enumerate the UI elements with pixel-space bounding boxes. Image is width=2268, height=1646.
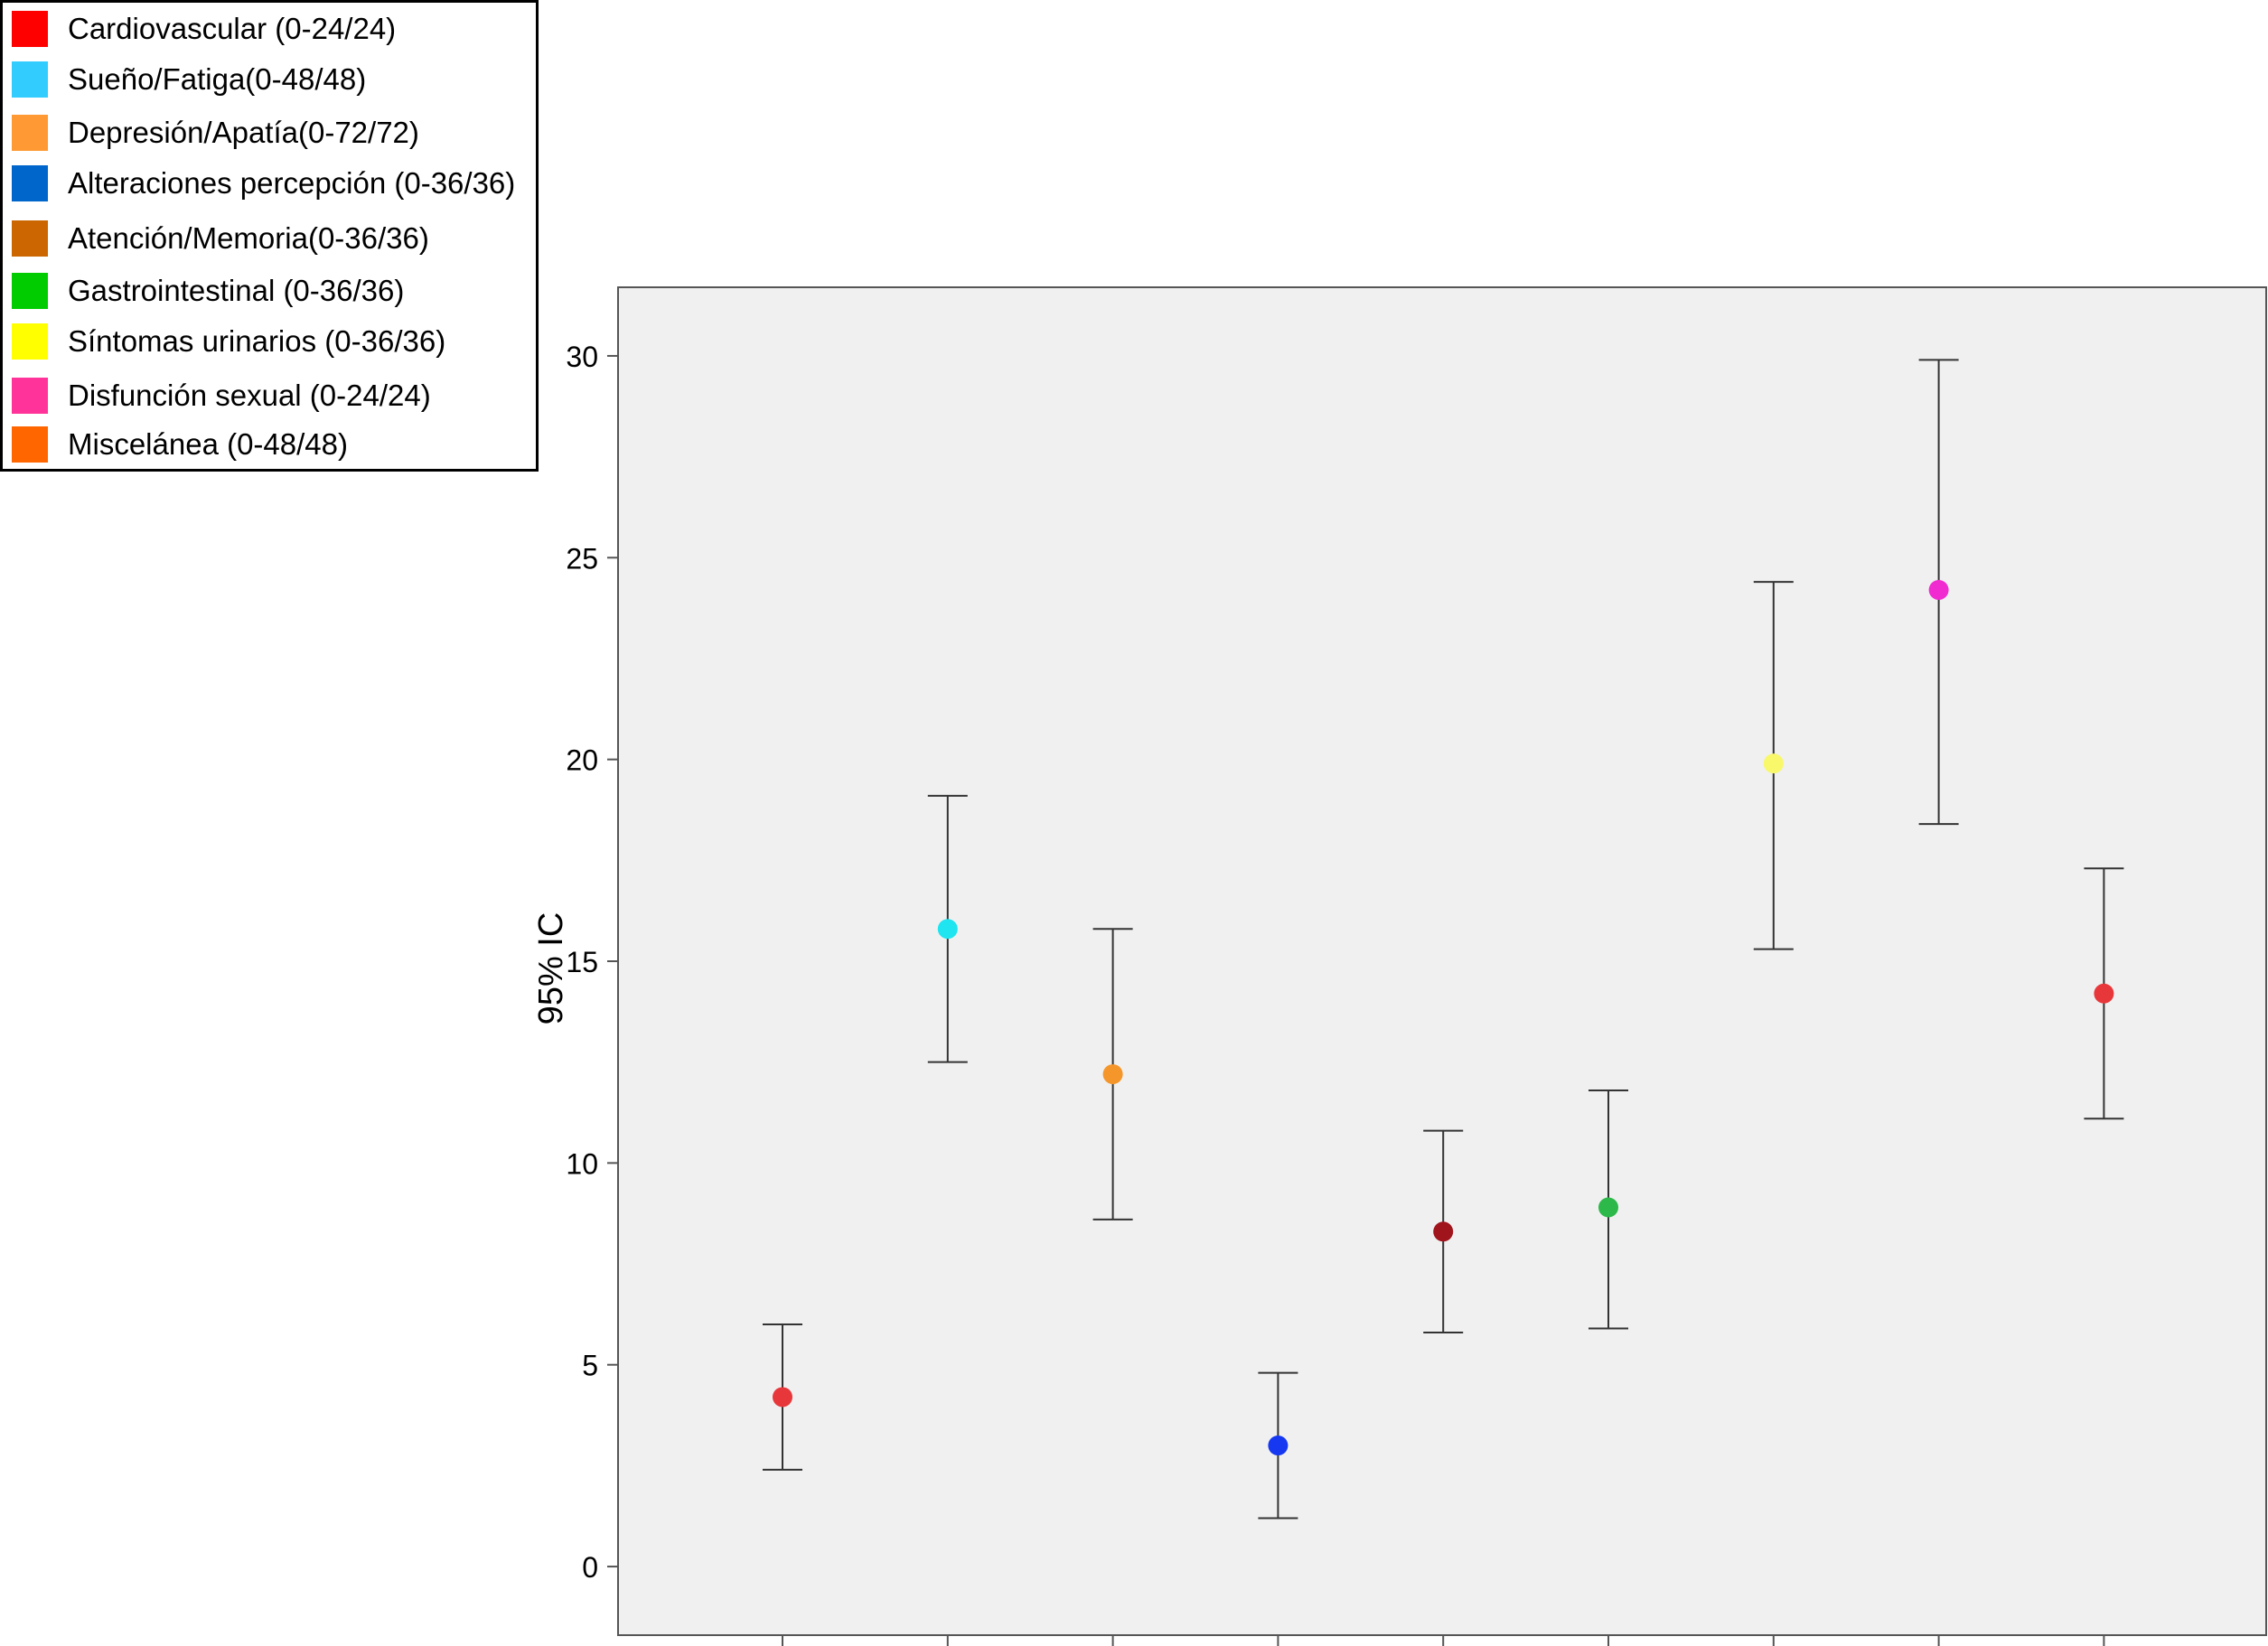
error-bar bbox=[1753, 581, 1794, 950]
legend-swatch bbox=[12, 220, 48, 257]
legend-item: Síntomas urinarios (0-36/36) bbox=[3, 323, 536, 360]
y-tick-label: 0 bbox=[582, 1551, 598, 1584]
legend-item: Cardiovascular (0-24/24) bbox=[3, 11, 536, 47]
legend-item: Depresión/Apatía(0-72/72) bbox=[3, 115, 536, 151]
legend-label: Atención/Memoria(0-36/36) bbox=[68, 221, 429, 255]
error-bar bbox=[927, 794, 968, 1063]
y-tick-label: 15 bbox=[566, 946, 598, 978]
y-axis: 0 5 10 15 20 25 30 bbox=[566, 341, 618, 1584]
legend-label: Alteraciones percepción (0-36/36) bbox=[68, 166, 516, 200]
mean-point bbox=[1598, 1197, 1618, 1218]
legend-swatch bbox=[12, 323, 48, 360]
mean-point bbox=[773, 1387, 792, 1408]
legend-item: Alteraciones percepción (0-36/36) bbox=[3, 165, 536, 201]
mean-point bbox=[1763, 753, 1784, 774]
error-bar bbox=[2084, 867, 2124, 1120]
mean-point bbox=[1102, 1064, 1123, 1085]
error-bar bbox=[1423, 1129, 1464, 1333]
mean-point bbox=[1268, 1436, 1289, 1456]
legend-swatch bbox=[12, 11, 48, 47]
legend-item: Atención/Memoria(0-36/36) bbox=[3, 220, 536, 257]
legend: Cardiovascular (0-24/24) Sueño/Fatiga(0-4… bbox=[0, 0, 539, 472]
legend-swatch bbox=[12, 61, 48, 98]
legend-swatch bbox=[12, 273, 48, 309]
legend-label: Miscelánea (0-48/48) bbox=[68, 427, 348, 461]
y-tick-label: 25 bbox=[566, 542, 598, 575]
y-tick-label: 30 bbox=[566, 341, 598, 373]
mean-point bbox=[1433, 1221, 1454, 1242]
legend-label: Gastrointestinal (0-36/36) bbox=[68, 274, 405, 307]
error-bar bbox=[763, 1323, 802, 1471]
legend-item: Sueño/Fatiga(0-48/48) bbox=[3, 61, 536, 98]
mean-point bbox=[1928, 580, 1949, 601]
y-axis-label: 95% IC bbox=[532, 912, 570, 1025]
error-bar bbox=[1258, 1371, 1298, 1520]
legend-item: Miscelánea (0-48/48) bbox=[3, 426, 536, 463]
mean-point bbox=[2094, 983, 2114, 1004]
y-tick-label: 5 bbox=[582, 1350, 598, 1382]
legend-label: Disfunción sexual (0-24/24) bbox=[68, 379, 431, 412]
legend-swatch bbox=[12, 115, 48, 151]
legend-label: Depresión/Apatía(0-72/72) bbox=[68, 116, 419, 149]
x-axis bbox=[782, 1635, 2105, 1646]
legend-swatch bbox=[12, 378, 48, 414]
error-bar bbox=[1092, 928, 1133, 1220]
legend-item: Gastrointestinal (0-36/36) bbox=[3, 273, 536, 309]
mean-point bbox=[937, 919, 958, 940]
error-bar bbox=[1589, 1089, 1628, 1330]
legend-label: Cardiovascular (0-24/24) bbox=[68, 12, 397, 45]
legend-label: Sueño/Fatiga(0-48/48) bbox=[68, 62, 367, 96]
legend-swatch bbox=[12, 165, 48, 201]
legend-item: Disfunción sexual (0-24/24) bbox=[3, 378, 536, 414]
plot-area bbox=[617, 286, 2267, 1636]
chart-marks bbox=[763, 359, 2124, 1520]
legend-swatch bbox=[12, 426, 48, 463]
y-tick-label: 10 bbox=[566, 1147, 598, 1180]
y-tick-label: 20 bbox=[566, 744, 598, 777]
legend-label: Síntomas urinarios (0-36/36) bbox=[68, 324, 446, 358]
error-bar bbox=[1918, 359, 1959, 826]
